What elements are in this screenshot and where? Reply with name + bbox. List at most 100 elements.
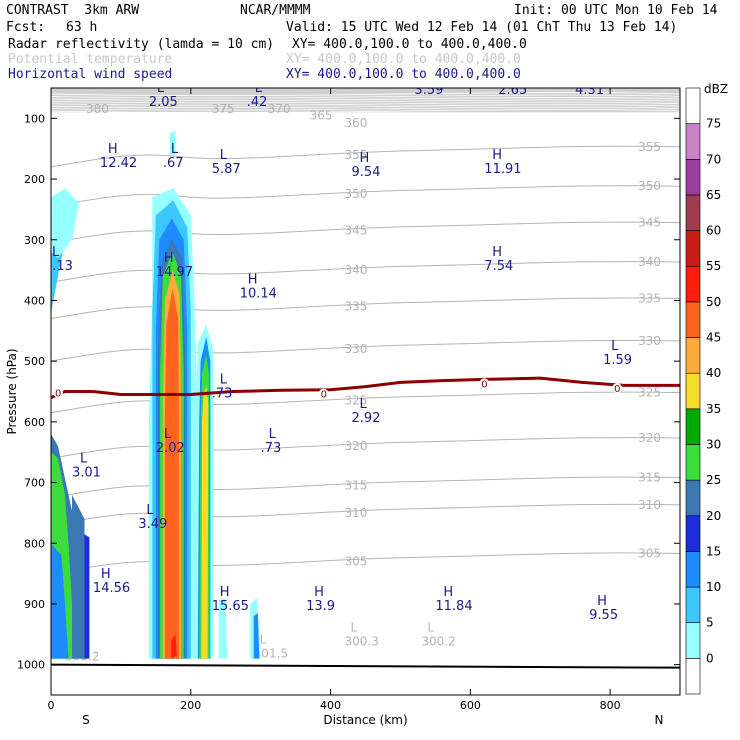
wind-extremum-value: 3.13: [44, 259, 73, 274]
theta-label: 360: [345, 116, 368, 130]
fcst-value: 63 h: [66, 20, 98, 35]
theta-label-right: 335: [638, 292, 661, 306]
wind-extremum-marker: L: [220, 373, 228, 388]
x-tick-label: 600: [460, 699, 481, 712]
theta-label: 320: [345, 439, 368, 453]
theta-dense-line: [51, 109, 680, 113]
colorbar-level-label: 75: [706, 117, 721, 131]
theta-low-value: 300.3: [345, 634, 379, 648]
colorbar-swatch: [685, 87, 701, 124]
theta-label: 375: [212, 102, 235, 116]
plot-clip-group: 380 375 370 365 360 355 355 350 350 345 345 340 340 3…: [44, 69, 680, 669]
wind-extremum-marker: H: [492, 245, 502, 260]
y-tick-label: 700: [24, 477, 45, 490]
x-tick-label: 0: [48, 699, 55, 712]
colorbar-swatch: [685, 158, 701, 196]
wind-extremum-value: 11.91: [484, 162, 521, 177]
wind-extremum-value: 9.54: [352, 165, 381, 180]
y-tick-label: 200: [24, 173, 45, 186]
y-tick-label: 300: [24, 234, 45, 247]
wind-extremum-value: 3.59: [414, 83, 443, 98]
plot-frame: [50, 87, 681, 696]
wind-extremum-value: 14.56: [93, 581, 130, 596]
x-axis-title: Distance (km): [323, 713, 407, 727]
theta-dense-line: [51, 94, 680, 99]
wind-extremum-marker: L: [146, 503, 154, 518]
y-tick-label: 500: [24, 355, 45, 368]
colorbar-unit: dBZ: [704, 82, 728, 96]
theta-low-value: 300.2: [421, 634, 455, 648]
colorbar-level-label: 60: [706, 224, 721, 238]
colorbar-level-label: 45: [706, 331, 721, 345]
theta-label-right: 350: [638, 179, 661, 193]
zero-isotherm-label: 0: [614, 384, 620, 395]
zero-label-bg: [612, 383, 623, 394]
wind-extremum-marker: L: [269, 427, 277, 442]
x-end-label-north: N: [655, 713, 664, 727]
wind-extremum-marker: H: [492, 148, 502, 163]
colorbar-swatch: [685, 372, 701, 410]
wind-extremum-marker: L: [360, 397, 368, 412]
wind-extremum-value: 3.01: [72, 465, 101, 480]
theta-contour: [51, 145, 680, 168]
theta-label: 335: [345, 300, 368, 314]
reflectivity-cell: [51, 188, 79, 258]
wind-extremum-value: 5.87: [212, 162, 241, 177]
wind-extremum-value: 9.55: [589, 608, 618, 623]
wind-extremum-value: 10.14: [240, 286, 277, 301]
init-time: Init: 00 UTC Mon 10 Feb 14: [514, 3, 718, 18]
colorbar-level-label: 55: [706, 259, 721, 273]
theta-label: 330: [345, 342, 368, 356]
wind-extremum-marker: L: [157, 81, 165, 96]
y-tick-label: 900: [24, 598, 45, 611]
colorbar-swatch: [685, 444, 701, 481]
y-axis-title: Pressure (hPa): [5, 348, 19, 434]
wind-extremum-marker: L: [220, 148, 228, 163]
field-theta-xy: XY= 400.0,100.0 to 400.0,400.0: [286, 52, 521, 67]
colorbar-swatch: [685, 265, 701, 303]
theta-contour: [51, 297, 680, 320]
x-tick-label: 800: [600, 699, 621, 712]
ground-line: [51, 663, 680, 669]
colorbar-level-label: 20: [706, 509, 721, 523]
theta-label: 350: [345, 187, 368, 201]
theta-low-marker: L: [427, 620, 434, 634]
theta-label: 355: [345, 148, 368, 162]
wind-extremum-value: 13.9: [306, 599, 335, 614]
colorbar-level-label: 50: [706, 295, 721, 309]
theta-dense-line: [51, 106, 680, 111]
colorbar-level-label: 0: [706, 651, 714, 665]
wind-extremum-marker: H: [248, 272, 258, 287]
colorbar-swatch: [685, 301, 701, 338]
wind-extremum-marker: L: [583, 69, 591, 84]
theta-label: 325: [345, 394, 368, 408]
wind-extremum-value: 2.05: [149, 95, 178, 110]
wind-extremum-marker: H: [220, 585, 230, 600]
org-label: NCAR/MMMM: [240, 3, 311, 18]
theta-label-right: 310: [638, 498, 661, 512]
theta-low-marker: L: [260, 633, 267, 647]
theta-label: 365: [310, 108, 333, 122]
reflectivity-cell: [253, 613, 260, 659]
theta-label: 345: [345, 224, 368, 238]
wind-extremum-value: 3.49: [138, 517, 167, 532]
field-wind: Horizontal wind speed: [8, 67, 173, 82]
y-tick-label: 1000: [17, 659, 45, 672]
y-tick-label: 400: [24, 294, 45, 307]
theta-label-right: 330: [638, 334, 661, 348]
theta-dense-line: [51, 97, 680, 101]
reflectivity-cell: [201, 385, 209, 659]
theta-dense-line: [51, 92, 680, 96]
colorbar-level-label: 65: [706, 188, 721, 202]
zero-isotherm-label: 0: [481, 379, 487, 390]
plot-area: 380 375 370 365 360 355 355 350 350 345 345 340 340 3…: [44, 69, 680, 669]
theta-label: 340: [345, 263, 368, 277]
reflectivity-cell: [51, 543, 69, 659]
theta-label: 315: [345, 479, 368, 493]
wind-extremum-marker: H: [108, 142, 118, 157]
zero-label-bg: [479, 378, 490, 389]
theta-label: 305: [345, 554, 368, 568]
x-tick-label: 200: [180, 699, 201, 712]
theta-dense-line: [51, 101, 680, 106]
